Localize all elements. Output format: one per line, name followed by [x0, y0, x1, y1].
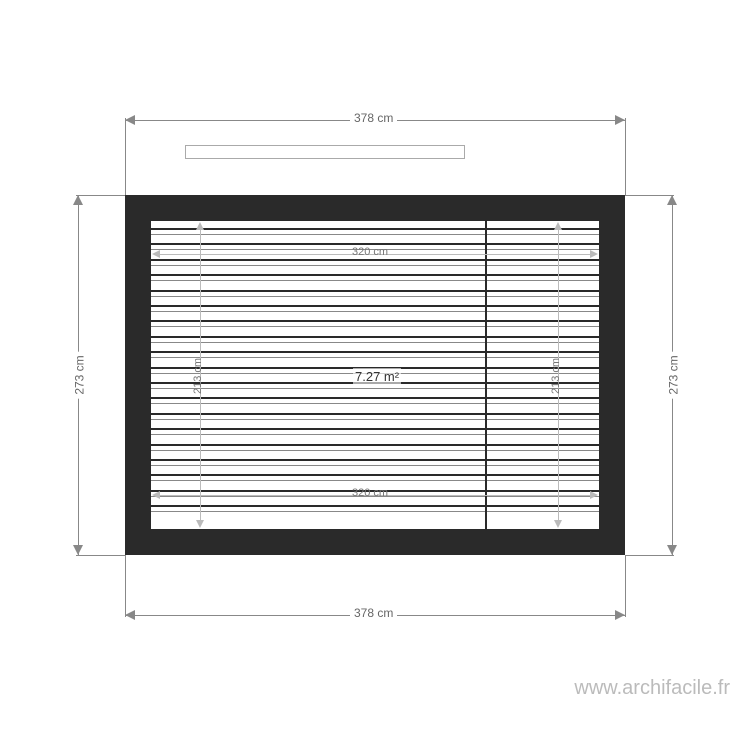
louver-line-thin: [151, 326, 599, 327]
inner-arrowhead: [152, 491, 160, 499]
louver-line-thin: [151, 311, 599, 312]
louver-line-thin: [151, 450, 599, 451]
inner-arrowhead: [590, 250, 598, 258]
arrowhead: [667, 545, 677, 555]
dim-ext-line: [625, 555, 626, 617]
louver-line: [151, 444, 599, 446]
inner-dim-top: 320 cm: [352, 246, 388, 258]
inner-arrowhead: [196, 222, 204, 230]
louver-line-thin: [151, 403, 599, 404]
dim-ext-line: [125, 118, 126, 195]
louver-line: [151, 397, 599, 399]
inner-arrowhead: [554, 520, 562, 528]
inner-arrowhead: [152, 250, 160, 258]
dim-label-bottom: 378 cm: [350, 606, 397, 620]
louver-line-thin: [151, 388, 599, 389]
louver-line: [151, 428, 599, 430]
louver-line: [151, 505, 599, 507]
louver-line-thin: [151, 265, 599, 266]
arrowhead: [73, 195, 83, 205]
floorplan-canvas: 378 cm 273 cm 273 cm 378 cm 320 cm 320 c…: [0, 0, 750, 750]
louver-line-thin: [151, 511, 599, 512]
louver-line: [151, 459, 599, 461]
watermark: www.archifacile.fr: [574, 677, 730, 700]
louver-line-thin: [151, 357, 599, 358]
inner-dim-bottom: 320 cm: [352, 487, 388, 499]
louver-line-thin: [151, 296, 599, 297]
louver-line: [151, 474, 599, 476]
louver-line-thin: [151, 419, 599, 420]
inner-arrowhead: [590, 491, 598, 499]
louver-line: [151, 305, 599, 307]
dim-ext-line: [125, 555, 126, 617]
louver-line-thin: [151, 434, 599, 435]
arrowhead: [615, 115, 625, 125]
dim-ext-line: [76, 195, 125, 196]
arrowhead: [667, 195, 677, 205]
louver-line: [151, 274, 599, 276]
inner-dim-left: 213 cm: [192, 358, 204, 394]
inner-arrowhead: [554, 222, 562, 230]
louver-line-thin: [151, 480, 599, 481]
louver-line: [151, 336, 599, 338]
arrowhead: [73, 545, 83, 555]
element-bar: [185, 145, 465, 159]
arrowhead: [615, 610, 625, 620]
vertical-partition: [485, 221, 487, 529]
louver-line-thin: [151, 465, 599, 466]
arrowhead: [125, 610, 135, 620]
louver-line-thin: [151, 342, 599, 343]
dim-label-right: 273 cm: [667, 351, 681, 398]
dim-ext-line: [625, 118, 626, 195]
room-area-label: 7.27 m²: [353, 368, 401, 385]
dim-label-top: 378 cm: [350, 111, 397, 125]
louver-line: [151, 320, 599, 322]
louver-line: [151, 228, 599, 230]
arrowhead: [125, 115, 135, 125]
inner-arrowhead: [196, 520, 204, 528]
inner-dim-right: 213 cm: [550, 358, 562, 394]
louver-line: [151, 413, 599, 415]
dim-ext-line: [76, 555, 125, 556]
louver-line: [151, 290, 599, 292]
louver-line-thin: [151, 280, 599, 281]
dim-label-left: 273 cm: [73, 351, 87, 398]
louver-line: [151, 259, 599, 261]
louver-line-thin: [151, 234, 599, 235]
louver-line: [151, 351, 599, 353]
dim-ext-line: [625, 555, 674, 556]
